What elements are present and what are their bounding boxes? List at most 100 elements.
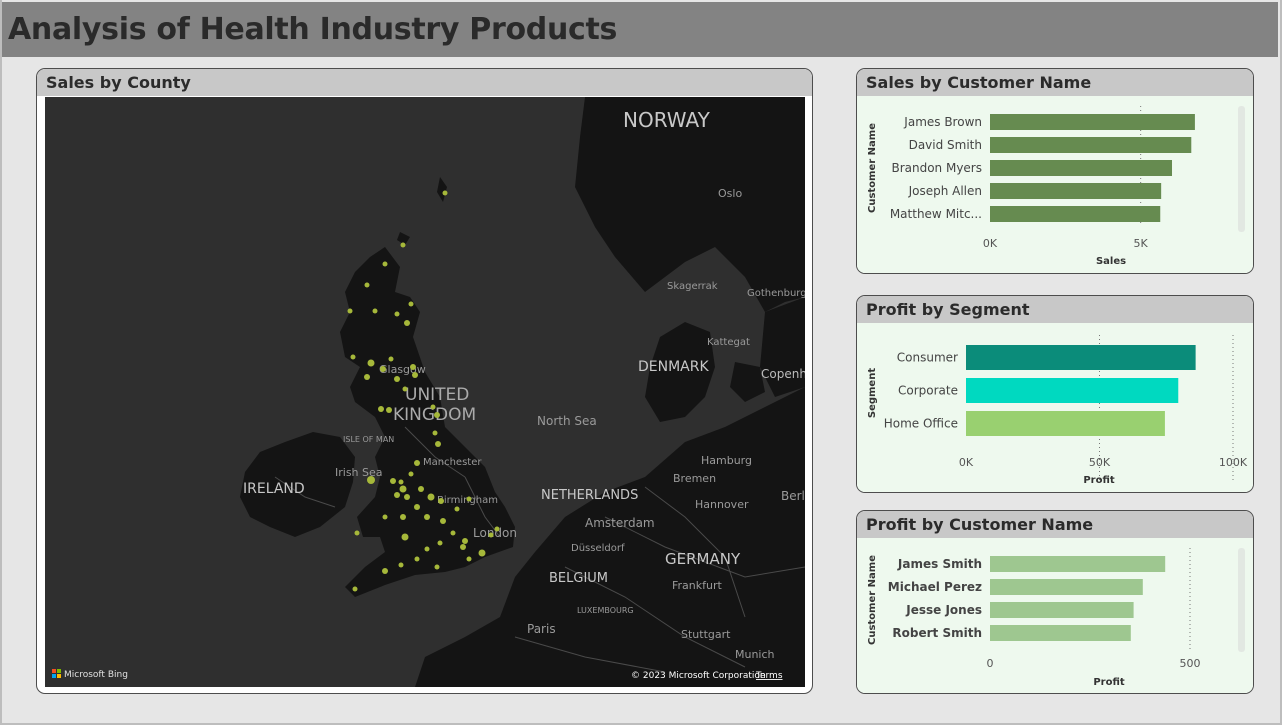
- land-zealand: [730, 362, 765, 402]
- label-london: London: [473, 526, 517, 540]
- bar: [990, 183, 1162, 199]
- map-card-header: Sales by County: [37, 69, 812, 96]
- map-point: [398, 562, 404, 568]
- map-roads: [274, 426, 805, 673]
- land-denmark: [645, 322, 715, 422]
- map-canvas[interactable]: NORWAY Oslo Skagerrak Gothenburg Kattega…: [45, 97, 805, 687]
- map-point: [394, 376, 400, 382]
- label-gothenburg: Gothenburg: [747, 288, 805, 299]
- map-point: [434, 564, 440, 570]
- x-tick-label: 100K: [1219, 456, 1248, 469]
- label-stuttgart: Stuttgart: [681, 628, 731, 641]
- map-point: [454, 506, 460, 512]
- map-point: [382, 568, 388, 574]
- category-label: James Smith: [897, 557, 982, 571]
- profit-customer-chart[interactable]: 0 500 James Smith Michael Perez Jesse Jones R…: [857, 538, 1254, 694]
- map-point: [404, 320, 410, 326]
- map-point: [354, 530, 360, 536]
- bar: [990, 137, 1192, 153]
- map-point: [350, 354, 356, 360]
- bing-logo: Microsoft Bing: [52, 669, 128, 680]
- map-point: [401, 533, 409, 541]
- map-point: [367, 359, 375, 367]
- map-point: [414, 504, 420, 510]
- sales-card-title: Sales by Customer Name: [866, 73, 1092, 92]
- y-axis-title: Segment: [867, 368, 878, 418]
- label-bremen: Bremen: [673, 472, 716, 485]
- sales-chart[interactable]: 0K 5K James Brown David Smith Brandon Myers J…: [857, 96, 1254, 274]
- map-point: [418, 486, 424, 492]
- label-copenhagen: Copenh: [761, 367, 805, 381]
- label-germany: GERMANY: [665, 550, 741, 568]
- sales-card-header: Sales by Customer Name: [857, 69, 1253, 96]
- label-norway: NORWAY: [623, 108, 711, 132]
- label-berlin: Berl: [781, 489, 805, 503]
- map-point: [402, 386, 408, 392]
- map-card-title: Sales by County: [46, 73, 191, 92]
- map-point: [478, 549, 486, 557]
- dashboard-title: Analysis of Health Industry Products: [8, 12, 618, 47]
- sales-chart-body: 0K 5K James Brown David Smith Brandon Myers J…: [857, 96, 1253, 273]
- label-glasgow: Glasgow: [379, 363, 426, 376]
- x-tick-label: 0: [987, 657, 994, 670]
- map-point: [394, 492, 400, 498]
- label-hannover: Hannover: [695, 498, 749, 511]
- map-point: [410, 364, 416, 370]
- profit-by-segment-card: Profit by Segment 0K 50K 100K Consumer Corpo…: [856, 295, 1254, 493]
- category-label: David Smith: [909, 138, 982, 152]
- segment-chart[interactable]: 0K 50K 100K Consumer Corporate Home Office Pro…: [857, 323, 1254, 493]
- x-axis-title: Profit: [1093, 677, 1125, 688]
- profit-customer-card-title: Profit by Customer Name: [866, 515, 1094, 534]
- map-point: [430, 404, 436, 410]
- map-point: [414, 556, 420, 562]
- label-kattegat: Kattegat: [707, 337, 750, 348]
- x-axis-title: Profit: [1083, 475, 1115, 486]
- map-point: [408, 301, 414, 307]
- category-label: James Brown: [903, 115, 982, 129]
- map-point: [367, 476, 375, 484]
- map-point: [488, 532, 494, 538]
- label-amsterdam: Amsterdam: [585, 516, 655, 530]
- bar: [990, 160, 1173, 176]
- label-netherlands: NETHERLANDS: [541, 488, 638, 503]
- map-point: [347, 308, 353, 314]
- land-orkney: [397, 232, 410, 245]
- land-shetland: [437, 177, 447, 202]
- label-isle-of-man: ISLE OF MAN: [343, 435, 394, 444]
- map-point: [400, 514, 406, 520]
- map-point: [437, 540, 443, 546]
- category-label: Robert Smith: [892, 626, 982, 640]
- map-point: [466, 496, 472, 502]
- category-label: Matthew Mitc...: [890, 207, 982, 221]
- bar: [966, 345, 1196, 370]
- segment-chart-body: 0K 50K 100K Consumer Corporate Home Office Pro…: [857, 323, 1253, 492]
- map-labels: NORWAY Oslo Skagerrak Gothenburg Kattega…: [243, 108, 805, 661]
- label-paris: Paris: [527, 622, 556, 636]
- x-axis-title: Sales: [1096, 256, 1126, 267]
- map-point: [434, 412, 440, 418]
- map-svg[interactable]: NORWAY Oslo Skagerrak Gothenburg Kattega…: [45, 97, 805, 687]
- label-north-sea: North Sea: [537, 414, 597, 428]
- land-norway: [575, 97, 805, 312]
- scrollbar-track: [1238, 548, 1245, 652]
- map-point: [494, 526, 500, 532]
- category-label: Michael Perez: [888, 580, 982, 594]
- bar: [990, 602, 1134, 618]
- map-points: [347, 190, 500, 592]
- map-point: [440, 518, 446, 524]
- land-ireland: [240, 432, 355, 537]
- category-label: Corporate: [898, 384, 958, 398]
- bar: [990, 556, 1166, 572]
- category-label: Brandon Myers: [891, 161, 982, 175]
- x-tick-label: 0K: [959, 456, 974, 469]
- map-terms-link[interactable]: Terms: [755, 671, 783, 681]
- segment-card-title: Profit by Segment: [866, 300, 1030, 319]
- label-skagerrak: Skagerrak: [667, 281, 718, 292]
- map-point: [399, 485, 407, 493]
- sales-by-customer-card: Sales by Customer Name 0K 5K James Brown Da…: [856, 68, 1254, 274]
- map-point: [460, 544, 466, 550]
- label-belgium: BELGIUM: [549, 571, 608, 586]
- map-point: [432, 430, 438, 436]
- land-great-britain: [340, 247, 515, 597]
